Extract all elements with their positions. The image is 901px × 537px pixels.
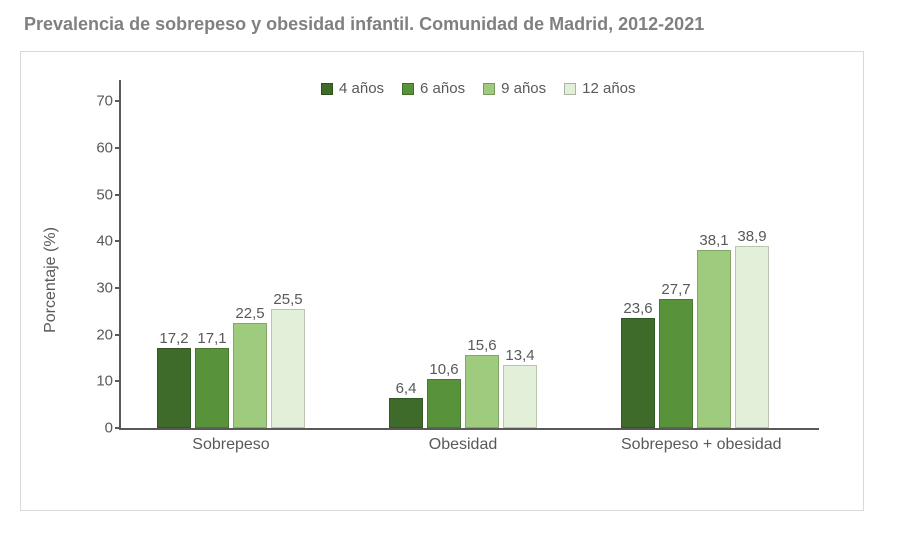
y-tick-mark (115, 287, 121, 289)
legend-label: 9 años (501, 80, 546, 97)
bar: 23,6 (621, 318, 655, 428)
bar-group: 23,627,738,138,9 (621, 246, 769, 428)
legend-label: 12 años (582, 80, 635, 97)
y-tick-mark (115, 194, 121, 196)
bar: 38,9 (735, 246, 769, 428)
chart-frame: Porcentaje (%) 4 años 6 años 9 años 12 (20, 51, 864, 511)
legend-swatch (564, 83, 576, 95)
chart-area: Porcentaje (%) 4 años 6 años 9 años 12 (45, 70, 835, 490)
legend-label: 4 años (339, 80, 384, 97)
category-label: Obesidad (389, 436, 537, 454)
bar: 22,5 (233, 323, 267, 428)
bar-group: 17,217,122,525,5 (157, 309, 305, 428)
bar-value-label: 27,7 (661, 281, 690, 300)
legend-item: 4 años (321, 80, 384, 97)
bar-value-label: 17,2 (159, 330, 188, 349)
bar-group: 6,410,615,613,4 (389, 355, 537, 428)
bar: 13,4 (503, 365, 537, 428)
bar-value-label: 38,9 (737, 228, 766, 247)
bar-value-label: 15,6 (467, 337, 496, 356)
bar: 17,2 (157, 348, 191, 428)
legend-swatch (483, 83, 495, 95)
bar-value-label: 38,1 (699, 232, 728, 251)
bar-value-label: 23,6 (623, 300, 652, 319)
legend-item: 6 años (402, 80, 465, 97)
y-tick-mark (115, 100, 121, 102)
bar: 6,4 (389, 398, 423, 428)
legend-label: 6 años (420, 80, 465, 97)
bar: 17,1 (195, 348, 229, 428)
legend-swatch (402, 83, 414, 95)
y-tick-mark (115, 427, 121, 429)
legend: 4 años 6 años 9 años 12 años (321, 80, 636, 97)
bar-value-label: 25,5 (273, 291, 302, 310)
legend-item: 12 años (564, 80, 635, 97)
y-axis-label: Porcentaje (%) (42, 227, 60, 333)
bar: 27,7 (659, 299, 693, 428)
bar-value-label: 22,5 (235, 305, 264, 324)
category-label: Sobrepeso (157, 436, 305, 454)
legend-swatch (321, 83, 333, 95)
page-title: Prevalencia de sobrepeso y obesidad infa… (24, 14, 881, 35)
bar-value-label: 17,1 (197, 330, 226, 349)
y-tick-mark (115, 240, 121, 242)
bar-value-label: 10,6 (429, 361, 458, 380)
plot-region: 4 años 6 años 9 años 12 años 01020304050… (119, 80, 819, 430)
bar-value-label: 6,4 (396, 380, 417, 399)
y-tick-mark (115, 334, 121, 336)
bar-value-label: 13,4 (505, 347, 534, 366)
bar: 15,6 (465, 355, 499, 428)
category-label: Sobrepeso + obesidad (621, 436, 769, 454)
y-tick-mark (115, 380, 121, 382)
bar: 38,1 (697, 250, 731, 428)
y-tick-mark (115, 147, 121, 149)
bar: 10,6 (427, 379, 461, 428)
bar: 25,5 (271, 309, 305, 428)
legend-item: 9 años (483, 80, 546, 97)
